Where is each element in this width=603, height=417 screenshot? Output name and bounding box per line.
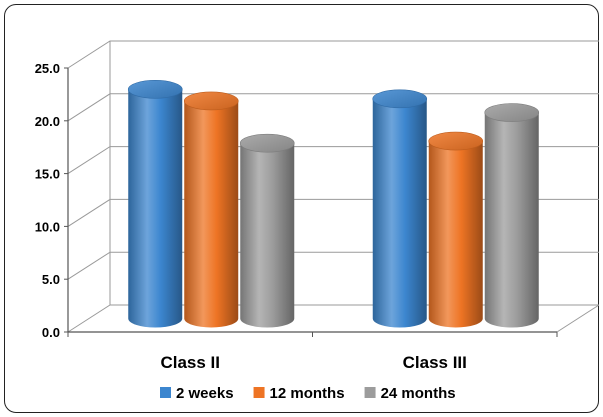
legend-swatch [160, 387, 171, 398]
bar-top-cap [183, 91, 239, 111]
bar-top-cap [372, 89, 428, 109]
bar-2-weeks [372, 98, 427, 328]
y-tick-label: 0.0 [42, 325, 60, 340]
chart-labels: 0.0 5.0 10.0 15.0 20.0 25.0 Class II Class III [35, 61, 467, 372]
bar-top-cap [484, 103, 540, 122]
legend-label: 2 weeks [176, 385, 234, 402]
gridline [67, 40, 599, 69]
bar-24-months [240, 143, 295, 328]
y-tick-label: 20.0 [35, 114, 60, 129]
legend-swatch [364, 387, 376, 398]
gridline [67, 93, 599, 122]
y-tick-label: 10.0 [35, 219, 60, 234]
bar-top-cap [127, 80, 183, 99]
chart-bars [127, 80, 540, 328]
x-category-label: Class II [160, 353, 220, 372]
legend-label: 24 months [381, 385, 456, 402]
legend-swatch [253, 387, 265, 398]
y-tick-label: 25.0 [35, 61, 60, 76]
bar-12-months [428, 141, 483, 328]
bar-top-cap [239, 133, 295, 153]
chart-legend: 2 weeks 12 months 24 months [160, 385, 456, 402]
x-category-label: Class III [403, 353, 467, 372]
bar-12-months [184, 100, 239, 328]
y-tick-label: 15.0 [35, 167, 60, 182]
floor-right-edge [556, 304, 600, 333]
bar-2-weeks [128, 89, 183, 328]
chart-axes [64, 67, 558, 337]
bar-top-cap [428, 131, 484, 151]
bar-24-months [484, 112, 539, 328]
y-tick-label: 5.0 [42, 272, 60, 287]
legend-label: 12 months [270, 385, 345, 402]
